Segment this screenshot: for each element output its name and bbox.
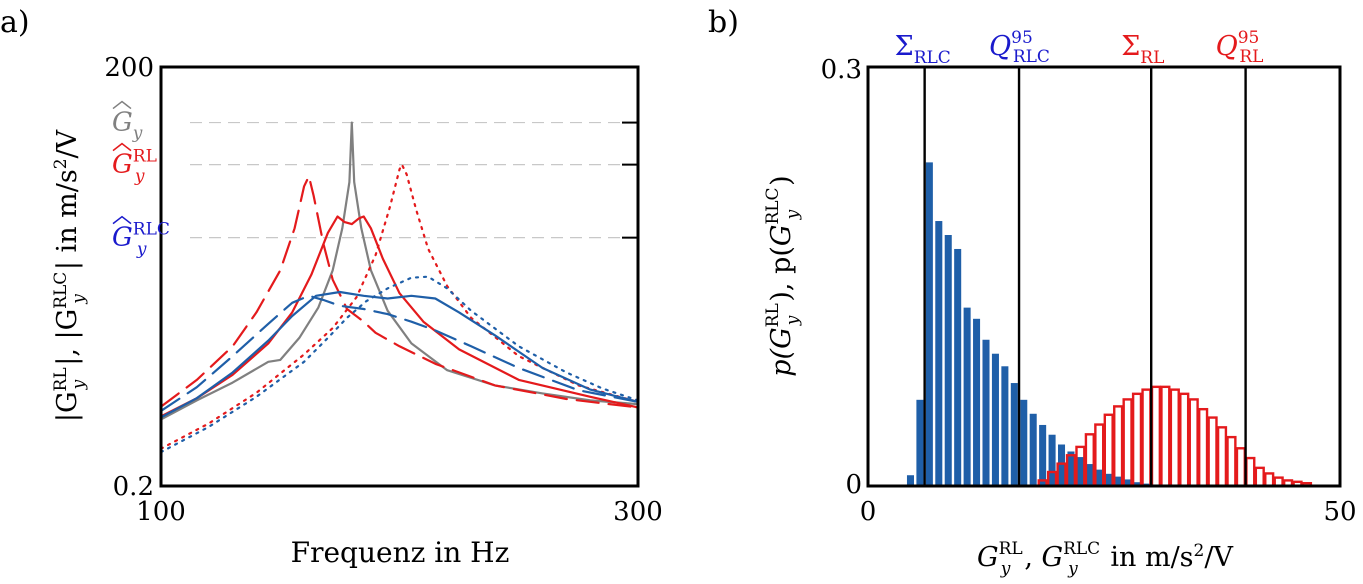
x-tick-max: 300 [613,497,663,527]
histogram-group [906,161,1313,488]
x-axis-label: GRL y, GRLC y in m/s2/V [977,539,1233,579]
vertical-line-labels-group: ΣRLC Q95 RLC ΣRL Q95 RL [895,28,1264,68]
histogram-bar-RLC [1028,412,1038,487]
histogram-bar-RLC [915,399,925,487]
hat-accent [112,215,132,225]
histogram-bar-RL [1150,385,1162,488]
plot-b: 0.3 0 0 50 GRL y, GRLC y in m/s2/V p(GRLy)… [763,28,1357,579]
reference-lines-group [190,121,638,239]
series-blue-dash [159,294,640,412]
plot-a-frame [159,65,640,488]
histogram-bar-RL [1197,407,1209,488]
x-tick-min: 100 [136,497,186,527]
histogram-bar-RL [1179,392,1190,488]
panel-a-label: a) [0,5,30,40]
histogram-bar-RLC [962,306,972,487]
plot-b-frame [866,65,1342,488]
series-red-solid [159,215,640,418]
vertical-line-label: Q95 RL [1216,28,1264,67]
histogram-bar-RLC [991,352,1000,487]
histogram-bar-RL [1169,388,1180,488]
x-axis-label: Frequenz in Hz [291,536,510,569]
histogram-bar-RLC [934,220,944,487]
histogram-bar-RL [1188,398,1199,488]
histogram-bar-RL [1226,435,1237,488]
reference-label: GRL y [112,147,157,187]
histogram-bar-RL [1131,392,1143,488]
histogram-bar-RL [1141,388,1152,488]
y-tick-max: 200 [104,53,154,83]
histogram-bar-RLC [1010,382,1019,487]
tick-marks-group [622,121,638,239]
series-blue-solid [159,290,640,419]
histogram-bar-RL [1113,405,1124,488]
histogram-bar-RLC [1019,399,1029,487]
histogram-bar-RL [1254,466,1265,488]
histogram-bar-RL [1122,398,1133,488]
reference-label: GRLC y [112,220,170,260]
hat-accent [112,142,132,152]
y-axis-label: |GRLy|, |GRLCy| in m/s2/V [51,129,89,422]
vertical-lines-group [923,67,1247,486]
y-tick-min: 0.2 [113,472,154,502]
reference-label: Gy [112,108,143,144]
plot-a: 200 0.2 100 300 Frequenz in Hz |GRLy|, |… [51,53,663,569]
series-group [159,121,640,454]
histogram-bar-RLC [981,338,991,487]
series-gray-solid [159,121,640,421]
vertical-line-label: ΣRL [1121,31,1164,68]
vertical-line-label: ΣRLC [895,31,951,68]
y-tick-min: 0 [845,470,862,500]
series-red-dash [159,175,640,409]
series-blue-dot [159,275,640,454]
vertical-line-label: Q95 RLC [989,28,1050,67]
hat-accent [112,100,132,110]
histogram-bar-RLC [943,234,953,487]
x-tick-min: 0 [860,497,877,527]
histogram-bar-RL [1160,385,1171,488]
histogram-bar-RLC [906,474,915,487]
histogram-bar-RL [1216,426,1228,488]
y-tick-max: 0.3 [821,55,862,85]
histogram-bar-RL [1245,456,1256,488]
x-tick-max: 50 [1323,497,1356,527]
histogram-bar-RLC [925,161,934,487]
panel-b-label: b) [708,5,739,40]
histogram-bar-RLC [953,248,963,487]
histogram-bar-RLC [1038,424,1047,487]
histogram-bar-RL [1235,447,1246,488]
series-red-dot [159,163,640,450]
y-axis-label: p(GRLy), p(GRLCy) [763,175,803,376]
histogram-bar-RL [1264,472,1275,488]
histogram-bar-RLC [972,317,981,487]
histogram-bar-RL [1207,416,1218,488]
histogram-bar-RLC [1000,365,1010,487]
